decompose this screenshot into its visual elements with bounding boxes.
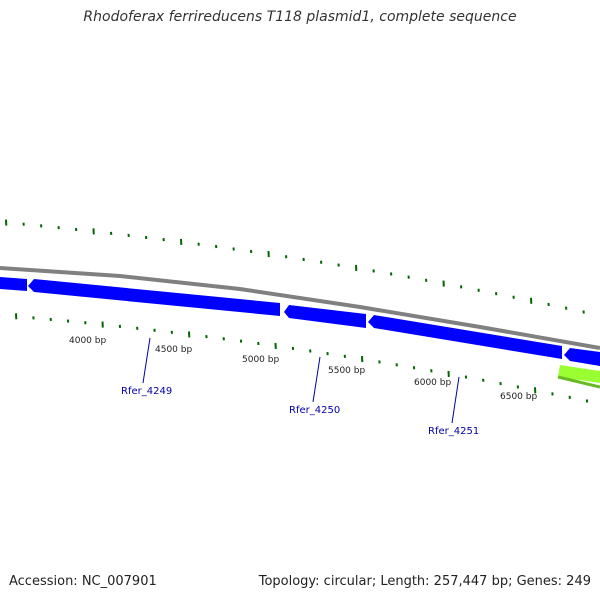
- page-title: Rhodoferax ferrireducens T118 plasmid1, …: [83, 9, 517, 25]
- gene-label-leader: [142, 337, 151, 384]
- gene-arrow[interactable]: [368, 315, 562, 359]
- position-label: 6500 bp: [500, 392, 537, 402]
- accession-text: Accession: NC_007901: [9, 574, 157, 589]
- sequence-summary: Topology: circular; Length: 257,447 bp; …: [258, 574, 591, 589]
- position-label: 5000 bp: [242, 355, 279, 365]
- gene-arrow[interactable]: [28, 279, 280, 316]
- rna-gene-arrow[interactable]: [558, 365, 600, 383]
- rna-gene-edge: [557, 375, 600, 389]
- gene-label[interactable]: Rfer_4251: [428, 426, 479, 437]
- gene-arrow[interactable]: [284, 305, 366, 328]
- position-label: 6000 bp: [414, 378, 451, 388]
- position-label: 4500 bp: [155, 345, 192, 355]
- backbone-line: [0, 266, 600, 350]
- gene-label-leader: [312, 356, 321, 403]
- gene-arrow[interactable]: [564, 348, 600, 366]
- gene-label[interactable]: Rfer_4250: [289, 405, 340, 416]
- gene-label[interactable]: Rfer_4249: [121, 386, 172, 397]
- position-label: 5500 bp: [328, 366, 365, 376]
- gene-arrow[interactable]: [0, 277, 27, 291]
- gene-label-leader: [451, 376, 460, 424]
- position-label: 4000 bp: [69, 336, 106, 346]
- inner-tick-track: [15, 313, 589, 403]
- outer-tick-track: [5, 219, 585, 314]
